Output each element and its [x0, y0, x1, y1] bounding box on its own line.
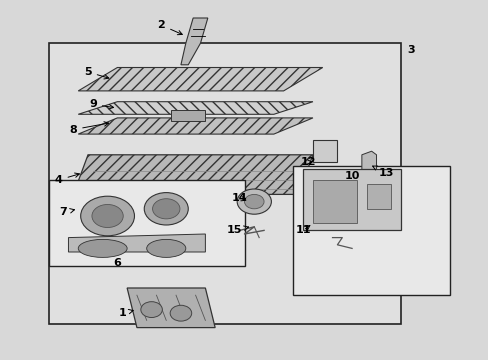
Text: 9: 9 — [89, 99, 113, 109]
Circle shape — [170, 305, 191, 321]
Bar — [312, 140, 337, 162]
Text: 4: 4 — [55, 173, 79, 185]
Circle shape — [152, 199, 180, 219]
Circle shape — [144, 193, 188, 225]
Text: 2: 2 — [157, 20, 182, 35]
Text: 8: 8 — [69, 122, 108, 135]
Text: 15: 15 — [226, 225, 248, 235]
Polygon shape — [361, 151, 376, 173]
Polygon shape — [127, 288, 215, 328]
Bar — [366, 184, 390, 209]
Text: 3: 3 — [406, 45, 414, 55]
Bar — [312, 180, 356, 223]
Ellipse shape — [78, 239, 127, 257]
Text: 12: 12 — [300, 157, 315, 167]
Text: 11: 11 — [295, 225, 310, 235]
Text: 10: 10 — [344, 171, 359, 181]
Bar — [49, 43, 400, 324]
Polygon shape — [68, 234, 205, 252]
Polygon shape — [78, 68, 322, 91]
Text: 5: 5 — [84, 67, 108, 79]
Text: 14: 14 — [231, 193, 247, 203]
Polygon shape — [78, 102, 312, 114]
Text: 7: 7 — [60, 207, 74, 217]
Circle shape — [81, 196, 134, 236]
Text: 13: 13 — [372, 166, 393, 178]
Polygon shape — [73, 155, 312, 194]
Bar — [293, 166, 449, 295]
Bar — [303, 169, 400, 230]
Bar — [49, 180, 244, 266]
Text: 1: 1 — [118, 308, 133, 318]
Circle shape — [237, 189, 271, 214]
Circle shape — [141, 302, 162, 318]
Polygon shape — [171, 110, 205, 121]
Circle shape — [92, 204, 123, 228]
Text: 6: 6 — [113, 258, 121, 268]
Ellipse shape — [146, 239, 185, 257]
Circle shape — [244, 194, 264, 209]
Polygon shape — [181, 18, 207, 65]
Polygon shape — [78, 118, 312, 134]
